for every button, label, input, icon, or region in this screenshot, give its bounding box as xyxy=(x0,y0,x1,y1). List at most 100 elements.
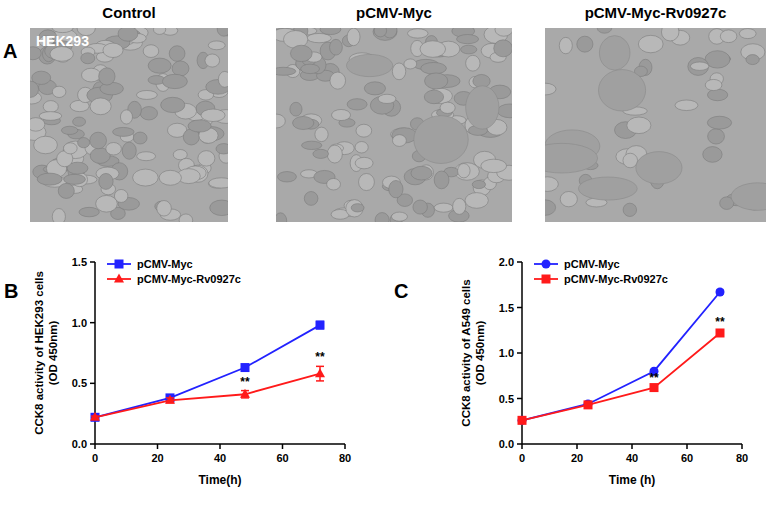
cell xyxy=(638,35,663,52)
gap xyxy=(466,86,499,129)
x-tick-label: 80 xyxy=(736,452,748,464)
cell xyxy=(205,54,220,67)
cell xyxy=(411,166,432,180)
marker xyxy=(584,399,593,408)
cell xyxy=(99,173,113,189)
cell xyxy=(290,45,312,61)
cell xyxy=(161,97,185,112)
cell xyxy=(461,45,477,54)
x-tick-label: 60 xyxy=(681,452,693,464)
x-tick-label: 40 xyxy=(214,452,226,464)
cell xyxy=(79,207,99,216)
x-tick-label: 60 xyxy=(276,452,288,464)
cell xyxy=(374,28,386,37)
x-tick-label: 0 xyxy=(92,452,98,464)
cell xyxy=(497,104,512,118)
y-tick xyxy=(90,383,95,385)
y-tick xyxy=(90,322,95,324)
x-tick xyxy=(741,444,743,449)
plot-area xyxy=(518,288,725,425)
cell xyxy=(545,177,558,192)
cell xyxy=(707,89,727,101)
cell xyxy=(209,178,228,188)
cell xyxy=(103,43,123,57)
y-axis-title: CCK8 activity of HEK293 cells xyxy=(33,271,45,435)
cell xyxy=(346,200,363,217)
cell xyxy=(137,152,156,161)
cell xyxy=(720,30,737,43)
cell xyxy=(472,180,485,188)
cell xyxy=(208,41,225,50)
y-tick xyxy=(90,261,95,263)
cell xyxy=(597,28,611,33)
image-ground xyxy=(30,28,228,222)
cell xyxy=(73,117,86,126)
cell xyxy=(217,28,228,36)
marker xyxy=(584,400,593,409)
y-axis-title: CCK8 activity of A549 cells xyxy=(460,279,472,426)
x-tick xyxy=(631,444,633,449)
cell xyxy=(457,35,479,44)
cell xyxy=(378,94,396,103)
cell xyxy=(675,100,698,111)
cell xyxy=(746,55,759,65)
cell xyxy=(122,142,136,159)
cell xyxy=(703,147,722,163)
cell xyxy=(278,172,297,182)
cell xyxy=(153,28,165,34)
gap xyxy=(599,36,630,71)
cell xyxy=(210,200,228,215)
cell xyxy=(148,58,171,73)
cell xyxy=(332,109,351,120)
series-line xyxy=(522,292,720,420)
cell xyxy=(623,203,636,216)
cell xyxy=(392,135,406,147)
x-tick xyxy=(344,444,346,449)
y-tick-label: 1.5 xyxy=(499,302,514,314)
error-bar xyxy=(316,366,324,381)
micrograph xyxy=(30,28,228,222)
x-tick xyxy=(157,444,159,449)
cell xyxy=(739,29,756,39)
legend-marker xyxy=(542,275,551,284)
y-axis-title: (OD 450nm) xyxy=(474,321,486,386)
cell xyxy=(375,213,389,222)
cell xyxy=(198,151,215,166)
series-line xyxy=(95,374,320,418)
legend-marker xyxy=(115,260,124,269)
cell xyxy=(356,124,372,137)
cell xyxy=(421,62,447,74)
panel-letter: A xyxy=(3,40,17,62)
cell xyxy=(162,74,187,88)
gap xyxy=(598,70,645,111)
cell xyxy=(179,214,193,222)
y-tick xyxy=(517,307,522,309)
gap xyxy=(347,54,393,76)
image-ground xyxy=(276,28,512,222)
marker xyxy=(315,368,325,377)
gap xyxy=(414,116,468,164)
y-tick xyxy=(517,398,522,400)
cell xyxy=(661,28,679,41)
legend-entry: pCMV-Myc-Rv0927c xyxy=(534,273,668,285)
error-bar xyxy=(316,321,324,328)
chart: B0.00.51.01.5020406080Time(h)CCK8 activi… xyxy=(4,256,351,487)
x-tick xyxy=(686,444,688,449)
cell xyxy=(454,163,479,181)
x-tick-label: 0 xyxy=(519,452,525,464)
cell xyxy=(34,136,58,154)
cell xyxy=(330,39,343,55)
cell xyxy=(90,132,107,149)
cell xyxy=(315,127,328,141)
marker xyxy=(90,412,100,421)
cell xyxy=(276,67,296,75)
cell xyxy=(313,149,329,158)
cell xyxy=(113,127,134,136)
marker xyxy=(518,416,527,425)
significance: ** xyxy=(240,375,250,389)
cell xyxy=(391,212,407,221)
cell xyxy=(347,28,360,46)
cell xyxy=(218,71,228,87)
y-tick-label: 2.0 xyxy=(499,256,514,268)
cell xyxy=(481,159,507,172)
